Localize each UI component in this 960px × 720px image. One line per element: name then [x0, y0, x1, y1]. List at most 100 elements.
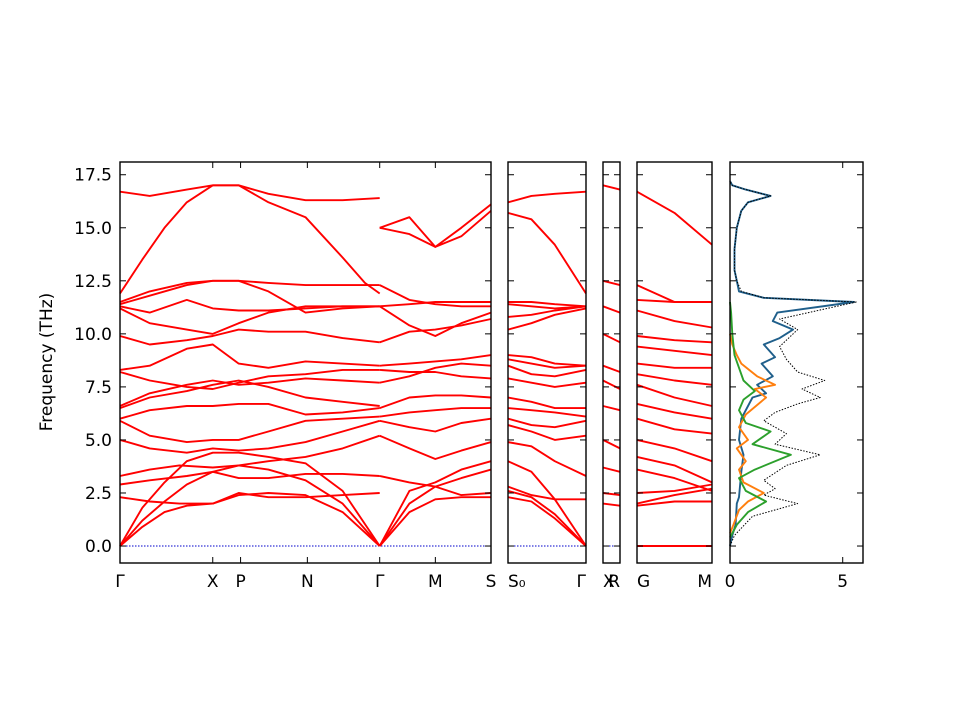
high-symmetry-label: R [608, 572, 620, 592]
phonon-band [602, 279, 621, 287]
y-tick-label: 12.5 [74, 272, 112, 292]
phonon-band [636, 487, 713, 505]
phonon-band [379, 434, 492, 460]
phonon-band [507, 396, 586, 410]
phonon-band [119, 379, 380, 409]
phonon-band [602, 405, 621, 412]
phonon-band [119, 464, 381, 547]
phonon-band [507, 211, 587, 295]
high-symmetry-label: Γ [115, 572, 125, 592]
band-panel-2-frame [507, 161, 587, 564]
phonon-band [636, 500, 712, 507]
phonon-band [119, 451, 381, 547]
phonon-band [636, 335, 713, 344]
high-symmetry-label: M [428, 572, 443, 592]
band-panel-3-frame [602, 161, 621, 564]
phonon-band [379, 203, 492, 248]
phonon-band [379, 394, 492, 409]
phonon-band [379, 354, 492, 367]
phonon-band [379, 301, 491, 308]
dos-x-tick-label: 5 [837, 572, 848, 592]
phonon-band [508, 301, 587, 308]
phonon-band [507, 377, 587, 388]
y-tick-label: 15.0 [74, 219, 112, 239]
phonon-band [602, 466, 621, 473]
high-symmetry-label: P [235, 572, 245, 592]
high-symmetry-label: S [486, 572, 497, 592]
y-tick-label: 2.5 [85, 484, 112, 504]
phonon-band [379, 305, 492, 337]
phonon-band [636, 402, 713, 420]
dos-curve [729, 333, 777, 534]
phonon-band [119, 470, 380, 486]
phonon-band [507, 417, 587, 429]
dos-curve [729, 180, 857, 547]
phonon-band [507, 307, 587, 331]
phonon-band [636, 190, 713, 246]
high-symmetry-label: Γ [375, 572, 385, 592]
phonon-band [119, 492, 381, 547]
phonon-band [119, 419, 380, 454]
phonon-band [636, 417, 713, 435]
phonon-band [507, 305, 587, 318]
phonon-band [119, 415, 380, 444]
high-symmetry-label: X [207, 572, 219, 592]
band-panel-4-frame [636, 161, 713, 564]
phonon-band [636, 362, 712, 369]
phonon-band [119, 328, 380, 346]
phonon-band [636, 438, 713, 463]
band-panel-1-frame [119, 161, 492, 564]
y-tick-label: 7.5 [85, 378, 112, 398]
dos-panel-frame [729, 161, 864, 564]
phonon-band [379, 318, 492, 344]
phonon-band [507, 424, 587, 441]
phonon-band [636, 345, 713, 357]
phonon-band [379, 362, 492, 384]
phonon-band [636, 468, 713, 492]
dos-curve [729, 180, 855, 547]
y-tick-label: 10.0 [74, 325, 112, 345]
phonon-band [119, 184, 381, 295]
phonon-band [507, 358, 587, 369]
phonon-band [119, 377, 380, 407]
y-tick-label: 17.5 [74, 166, 112, 186]
phonon-band [636, 383, 713, 407]
phonon-band [379, 368, 492, 380]
phonon-band [507, 496, 587, 547]
y-tick-label: 5.0 [85, 431, 112, 451]
phonon-band [119, 343, 380, 371]
phonon-band [119, 492, 380, 505]
phonon-band [636, 284, 712, 303]
phonon-band [507, 303, 587, 310]
phonon-band [507, 354, 587, 367]
phonon-band [636, 309, 713, 329]
phonon-band [119, 184, 380, 202]
high-symmetry-label: S₀ [508, 572, 526, 592]
phonon-band [602, 502, 621, 507]
phonon-band [379, 407, 491, 418]
phonon-band [119, 402, 380, 420]
phonon-band [602, 379, 621, 390]
high-symmetry-label: N [301, 572, 314, 592]
high-symmetry-label: M [697, 572, 712, 592]
phonon-band [507, 489, 587, 547]
phonon-band [636, 483, 713, 494]
phonon-band [378, 496, 491, 547]
high-symmetry-label: Γ [577, 572, 587, 592]
y-tick-label: 0.0 [85, 537, 112, 557]
phonon-band [379, 210, 492, 248]
phonon-band [379, 468, 492, 488]
phonon-band [379, 417, 492, 433]
phonon-band [602, 364, 621, 373]
phonon-band [119, 434, 381, 477]
phonon-band [119, 298, 380, 314]
dos-x-tick-label: 0 [725, 572, 736, 592]
phonon-band [602, 333, 621, 344]
dos-curve [729, 301, 792, 538]
phonon-band [379, 284, 491, 308]
phonon-band [507, 407, 587, 418]
phonon-band [602, 184, 621, 191]
high-symmetry-label: X [603, 572, 615, 592]
phonon-band [636, 373, 713, 386]
